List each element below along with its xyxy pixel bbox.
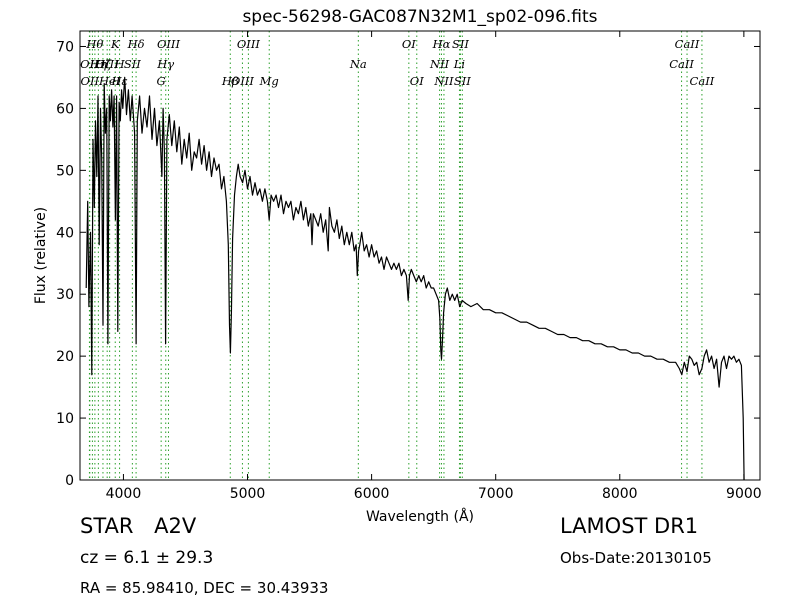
spectral-line-label: SII (454, 74, 471, 88)
y-tick-label: 40 (56, 225, 74, 241)
x-axis-label: Wavelength (Å) (366, 508, 474, 525)
object-class-label: STAR A2V (80, 514, 196, 538)
chart-title: spec-56298-GAC087N32M1_sp02-096.fits (242, 7, 597, 27)
redshift-label: cz = 6.1 ± 29.3 (80, 548, 214, 568)
spectral-line-label: CaII (675, 37, 700, 51)
spectral-line-label: OI (410, 74, 424, 88)
spectral-line-label: NII (433, 74, 454, 88)
spectral-line-label: NII (429, 57, 450, 71)
spectral-line-label: OIII (157, 37, 181, 51)
spectral-line-label: Hβ (221, 74, 239, 88)
spectral-line-label: OIII (237, 37, 261, 51)
y-tick-label: 20 (56, 349, 74, 365)
spectral-line-label: K (110, 37, 121, 51)
spectral-line-label: Na (349, 57, 367, 71)
x-tick-label: 6000 (354, 486, 390, 502)
x-tick-label: 9000 (726, 486, 762, 502)
spectral-line-label: OII (81, 74, 100, 88)
spectral-line-label: Hθ (85, 37, 103, 51)
subclass-text: A2V (154, 514, 197, 538)
plot-frame (79, 30, 761, 481)
spectral-line-label: OII (80, 57, 99, 71)
y-tick-label: 70 (56, 39, 74, 55)
spectral-line-label: Hζ (94, 57, 112, 71)
spectral-line-label: SII (124, 57, 141, 71)
spectral-line-label: Hγ (156, 57, 174, 71)
x-tick-label: 7000 (478, 486, 514, 502)
survey-label: LAMOST DR1 (560, 514, 699, 538)
spectral-line-label: Hδ (127, 37, 145, 51)
x-tick-label: 5000 (230, 486, 266, 502)
x-tick-label: 8000 (602, 486, 638, 502)
spectral-line-label: OI (402, 37, 416, 51)
y-axis-label: Flux (relative) (33, 207, 49, 304)
spectral-line-label: Hη (89, 57, 107, 71)
spectral-line-label: Mg (259, 74, 279, 88)
spectral-line-label: Hα (432, 37, 451, 51)
spectral-line-label: CaII (690, 74, 715, 88)
class-text: STAR (80, 514, 134, 538)
x-tick-label: 4000 (106, 486, 142, 502)
spectral-line-label: SII (452, 37, 469, 51)
spectral-line-label: Li (453, 57, 466, 71)
y-tick-label: 50 (56, 163, 74, 179)
spectral-line-label: H (114, 57, 126, 71)
coordinates-label: RA = 85.98410, DEC = 30.43933 (80, 579, 329, 597)
y-tick-label: 10 (56, 411, 74, 427)
obs-date-label: Obs-Date:20130105 (560, 549, 712, 567)
flux-series-line (85, 76, 745, 481)
y-tick-label: 60 (56, 101, 74, 117)
y-tick-label: 0 (65, 473, 74, 489)
spectral-line-label: OIII (96, 57, 120, 71)
spectral-line-label: CaII (669, 57, 694, 71)
y-tick-label: 30 (56, 287, 74, 303)
spectral-line-label: Hε (110, 74, 127, 88)
spectral-line-label: G (157, 74, 166, 88)
spectral-line-label: OIII (231, 74, 255, 88)
